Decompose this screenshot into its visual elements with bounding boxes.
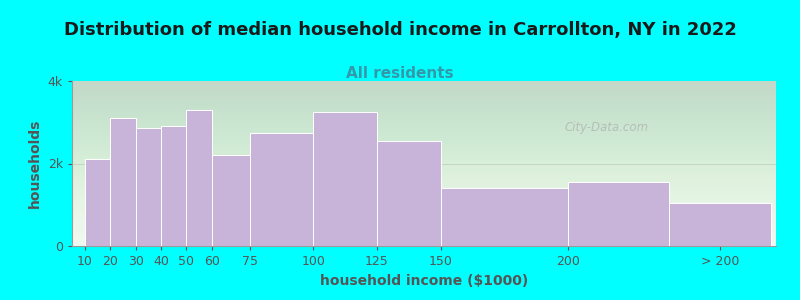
Text: All residents: All residents <box>346 66 454 81</box>
Bar <box>567 182 670 246</box>
Bar <box>85 159 110 246</box>
Bar <box>135 128 161 246</box>
Bar <box>670 203 771 246</box>
X-axis label: household income ($1000): household income ($1000) <box>320 274 528 288</box>
Bar <box>441 188 567 246</box>
Bar <box>250 133 314 246</box>
Bar <box>161 126 186 246</box>
Bar <box>186 110 212 246</box>
Text: City-Data.com: City-Data.com <box>565 121 649 134</box>
Bar <box>212 155 250 246</box>
Y-axis label: households: households <box>28 119 42 208</box>
Bar <box>314 112 377 246</box>
Text: Distribution of median household income in Carrollton, NY in 2022: Distribution of median household income … <box>63 21 737 39</box>
Bar <box>110 118 135 246</box>
Bar <box>377 141 441 246</box>
